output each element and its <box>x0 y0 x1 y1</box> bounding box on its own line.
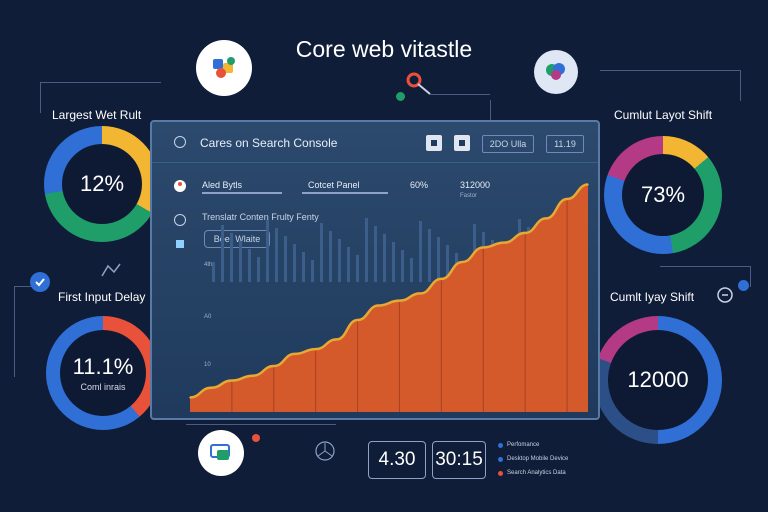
background-bar <box>356 255 359 282</box>
metric-sub-b: Fastor <box>460 193 478 199</box>
background-bar <box>401 250 404 282</box>
background-bar <box>293 244 296 282</box>
background-bar <box>446 245 449 282</box>
fid-label: First Input Delay <box>58 290 146 304</box>
background-bar <box>248 249 251 282</box>
console-title: Cares on Search Console <box>200 136 338 150</box>
background-bar <box>410 258 413 282</box>
background-bar <box>374 226 377 282</box>
background-bar <box>311 260 314 282</box>
metric-label-b: Cotcet Panel <box>308 180 360 190</box>
console-chip-right[interactable]: 11.19 <box>546 135 584 153</box>
console-chip-left[interactable]: 2DO Ulla <box>482 135 534 153</box>
lcp-gauge: 12% <box>44 126 160 242</box>
cls-top-value: 73% <box>640 182 686 207</box>
background-bar <box>302 252 305 282</box>
row2-label: Trenslatr Conten Frulty Fenty <box>202 212 319 222</box>
puzzle-gear-icon <box>196 40 252 96</box>
chat-bubble-icon <box>198 430 244 476</box>
decor-dot <box>738 280 749 291</box>
background-bar <box>275 228 278 282</box>
lcp-label: Largest Wet Rult <box>52 108 142 122</box>
background-bar <box>428 229 431 282</box>
lcp-value: 12% <box>79 171 125 196</box>
folder-icon <box>176 240 184 248</box>
view-button[interactable]: Beer Wlaite <box>204 230 270 248</box>
axis-label-3: 10 <box>204 362 211 368</box>
background-bar <box>347 247 350 282</box>
background-bar <box>212 262 215 282</box>
area-chart <box>189 183 589 412</box>
connector-line <box>14 286 45 377</box>
console-header: Cares on Search Console 2DO Ulla 11.19 <box>152 122 598 163</box>
background-bar <box>230 233 233 282</box>
fid-value: 11.1% <box>72 354 134 379</box>
decor-dot <box>396 92 405 101</box>
metric-value-b: 312000 <box>460 180 491 190</box>
axis-label-2: A0 <box>204 314 212 320</box>
console-logo-icon <box>174 136 186 148</box>
connector-line <box>430 94 490 95</box>
legend-item: Perfomance <box>498 442 539 448</box>
cls-top-label: Cumlut Layot Shift <box>614 108 713 122</box>
area-line <box>189 183 589 399</box>
page-title: Core web vitastle <box>295 36 473 62</box>
dashboard-icon <box>100 262 122 278</box>
compass-icon <box>174 214 186 226</box>
connector-line <box>490 100 491 122</box>
legend-item: Search Analytics Data <box>498 470 566 476</box>
check-badge-icon <box>30 272 50 292</box>
background-bar <box>365 218 368 282</box>
fid-sub: Coml inrais <box>80 382 126 392</box>
search-icon <box>716 286 736 306</box>
background-bar <box>419 221 422 282</box>
background-bar <box>239 241 242 282</box>
search-console-panel: Cares on Search Console 2DO Ulla 11.19 A… <box>150 120 600 420</box>
cls-top-gauge: 73% <box>604 136 722 254</box>
key-icon <box>404 72 434 96</box>
person-icon <box>174 180 186 192</box>
brain-icon <box>534 50 578 94</box>
background-bar <box>383 234 386 282</box>
cls-bottom-label: Cumlt Iyay Shift <box>610 290 695 304</box>
legend-item: Desktop Mobile Device <box>498 456 568 462</box>
console-button-2[interactable] <box>454 135 470 151</box>
background-bar <box>257 257 260 282</box>
background-bar <box>320 223 323 282</box>
background-bar <box>392 242 395 282</box>
stat-box-left: 4.30 <box>368 441 426 479</box>
background-bar <box>329 231 332 282</box>
metric-value-a: 60% <box>410 180 429 190</box>
stat-box-right: 30:15 <box>432 441 486 479</box>
background-bar <box>284 236 287 282</box>
connector-line <box>186 424 336 425</box>
cls-bottom-gauge: 12000 <box>594 316 722 444</box>
metric-bar-a <box>202 192 282 194</box>
compass-icon <box>314 440 336 462</box>
axis-label-1: 4th <box>204 262 213 268</box>
area-fill <box>190 184 588 412</box>
connector-line <box>660 266 751 287</box>
background-bar <box>338 239 341 282</box>
metric-bar-b <box>302 192 388 194</box>
fid-gauge: 11.1% Coml inrais <box>46 316 160 430</box>
decor-dot <box>252 434 260 442</box>
background-bar <box>266 220 269 282</box>
console-button-1[interactable] <box>426 135 442 151</box>
metric-label-a: Aled Bytls <box>202 180 243 190</box>
background-bar <box>221 225 224 282</box>
connector-line <box>40 82 161 113</box>
connector-line <box>600 70 741 101</box>
background-bar <box>437 237 440 282</box>
cls-bottom-value: 12000 <box>627 367 689 392</box>
